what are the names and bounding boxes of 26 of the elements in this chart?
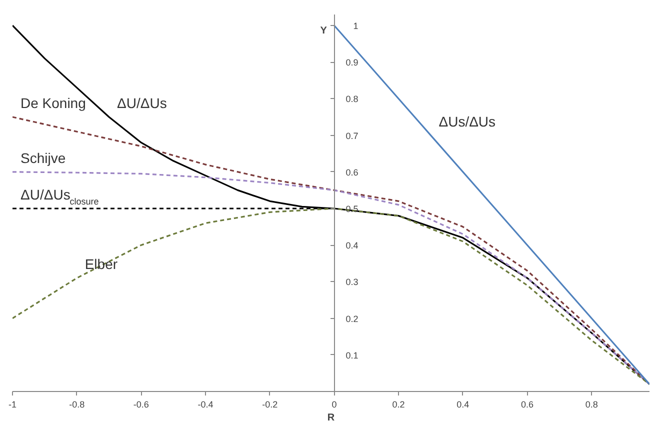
x-tick-label: -0.8 xyxy=(69,400,85,410)
x-tick-label: 0 xyxy=(332,400,337,410)
x-tick-label: 0.4 xyxy=(456,400,470,410)
line-series xyxy=(12,171,650,385)
annotation: Schijve xyxy=(20,150,66,166)
y-tick-label: 0.1 xyxy=(346,350,358,360)
y-tick-label: 0.2 xyxy=(346,314,358,324)
x-tick-label: 0.2 xyxy=(392,400,405,410)
y-axis-title: Y xyxy=(320,26,328,36)
y-tick-label: 0.6 xyxy=(346,167,358,178)
annotation: De Koning xyxy=(20,94,86,111)
annotation: ΔU/ΔUs xyxy=(117,94,167,111)
y-tick-label: 1 xyxy=(353,20,358,31)
x-tick-label: -1 xyxy=(8,400,17,410)
x-tick-label: -0.6 xyxy=(133,400,149,410)
y-tick-label: 0.7 xyxy=(346,130,358,141)
y-tick-label: 0.4 xyxy=(346,240,358,251)
y-tick-label: 0.8 xyxy=(346,94,358,104)
annotation: ΔUs/ΔUs xyxy=(438,113,496,130)
x-tick-label: 0.8 xyxy=(585,400,598,410)
y-tick-label: 0.9 xyxy=(346,58,358,68)
x-tick-label: 0.6 xyxy=(520,400,534,410)
y-tick-label: 0.3 xyxy=(346,277,358,288)
x-tick-label: -0.4 xyxy=(198,400,214,410)
x-tick-label: -0.2 xyxy=(262,400,278,410)
x-axis-title: R xyxy=(327,412,336,424)
